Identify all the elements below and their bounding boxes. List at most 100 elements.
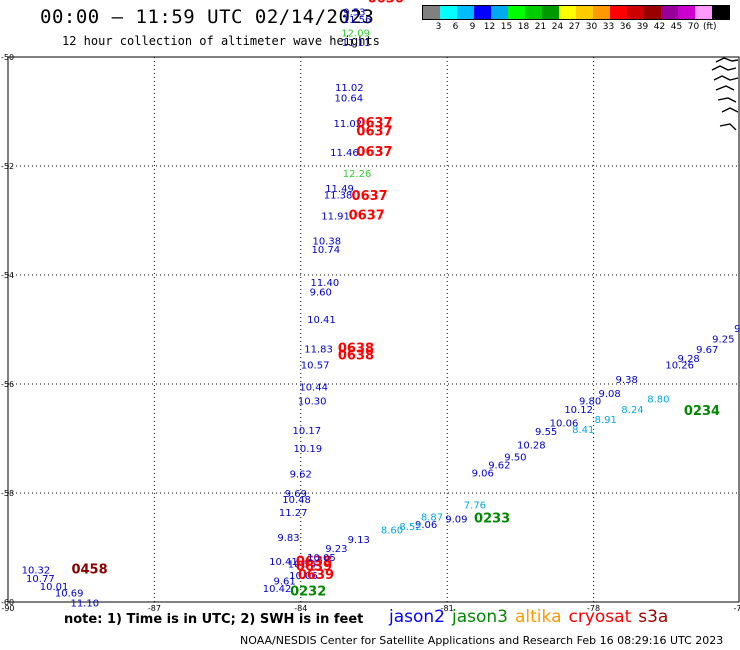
data-label: 9.53 [343,8,365,19]
data-label: 10.12 [564,405,593,416]
data-label: 10.38 [313,236,342,247]
legend-entry-s3a: s3a [638,607,669,627]
data-label: 9.25 [712,335,734,346]
data-label: 10.74 [312,245,341,256]
x-tick-label: -87 [148,604,161,613]
data-label: 0637 [356,124,392,139]
data-label: 0638 [338,348,374,363]
data-label: 8.87 [421,512,443,523]
data-label: 0234 [684,404,720,419]
data-label: 8.41 [572,425,594,436]
data-label: 9.23 [325,544,347,555]
data-label: 9.55 [535,427,557,438]
coastline-outline [711,57,739,131]
color-scale-label: 24 [551,22,564,32]
color-scale-label: 70 [687,22,700,32]
data-label: 0639 [298,568,334,583]
x-tick-label: -84 [294,604,307,613]
data-label: 10.26 [665,361,694,372]
data-label: 9.13 [348,535,370,546]
data-label: 7.76 [464,500,486,511]
data-label: 10.48 [282,495,311,506]
footer-note: note: 1) Time is in UTC; 2) SWH is in fe… [64,612,364,627]
color-scale-label: 9 [469,22,476,32]
data-label: 8.91 [595,415,617,426]
color-swatch [678,6,695,19]
data-label: 11.11 [342,38,371,49]
data-label: 10.30 [298,397,327,408]
color-swatch [627,6,644,19]
data-label: 10.41 [269,557,298,568]
color-scale-unit: (ft) [703,22,717,32]
data-label: 9.83 [277,533,299,544]
data-label: 11.27 [279,508,308,519]
data-label: 0637 [356,145,392,160]
data-label: 8.52 [399,522,421,533]
x-tick-label: -78 [587,604,600,613]
color-scale-label: 33 [602,22,615,32]
data-label: 8.60 [381,525,403,536]
data-label: 0636 [368,0,404,7]
data-label: 9.06 [415,520,437,531]
color-swatch [440,6,457,19]
color-scale-swatches [422,5,730,20]
data-label: 10.17 [293,426,322,437]
data-label: 9.28 [678,354,700,365]
color-scale-label: 18 [517,22,530,32]
color-swatch [610,6,627,19]
color-scale-label: 6 [452,22,459,32]
data-label: 8.24 [621,405,643,416]
data-label: 9.06 [472,469,494,480]
data-label: 10.19 [293,444,322,455]
data-label: 9.62 [488,460,510,471]
data-label: 0637 [352,189,388,204]
color-scale-labels: 3 6 9 12 15 18 21 24 27 30 33 36 39 42 45 70 (ft) [422,22,730,32]
data-label: 12.09 [341,28,370,39]
data-label: 10.06 [289,571,318,582]
color-swatch [576,6,593,19]
data-label: 10.28 [517,440,546,451]
data-label: 8.80 [647,395,669,406]
data-label: 0638 [296,554,332,569]
data-label: 9.50 [504,452,526,463]
data-label: 10.77 [26,574,55,585]
data-label: 0232 [290,584,326,599]
legend-entry-jason2: jason2 [389,607,445,627]
data-label: 9.62 [290,470,312,481]
data-label: 10.41 [307,315,336,326]
color-scale-label: 30 [585,22,598,32]
color-swatch [593,6,610,19]
legend-entry-altika: altika [515,607,562,627]
color-swatch [661,6,678,19]
satellite-legend: jason2 jason3 altika cryosat s3a [389,607,675,627]
data-label: 11.83 [304,344,333,355]
color-scale-label: 36 [619,22,632,32]
x-tick-label: -75 [733,604,740,613]
x-tick-label: -81 [441,604,454,613]
data-label: 0233 [474,511,510,526]
y-tick-label: -50 [1,53,14,62]
color-scale-bar: 3 6 9 12 15 18 21 24 27 30 33 36 39 42 45 70 (ft) [422,5,730,32]
y-tick-label: -56 [1,380,14,389]
data-label: 11.49 [325,184,354,195]
data-label: 9.08 [598,389,620,400]
data-label: 11.91 [321,211,350,222]
data-label: 10.69 [55,589,84,600]
data-label: 10.42 [263,584,292,595]
data-label: 11.10 [70,598,99,609]
data-label: 0637 [356,116,392,131]
plot-frame [7,56,740,603]
color-scale-label: 12 [483,22,496,32]
color-scale-label: 39 [636,22,649,32]
data-label: 11.02 [335,83,364,94]
data-label: 9.61 [273,577,295,588]
color-swatch [542,6,559,19]
data-label: 0639 [296,559,332,574]
color-swatch [559,6,576,19]
data-label: 11.56 [343,15,372,26]
footer-credit: NOAA/NESDIS Center for Satellite Applica… [240,634,724,647]
data-label: 0458 [71,563,107,578]
color-swatch [695,6,712,19]
color-swatch [644,6,661,19]
data-label: 10.44 [299,383,328,394]
